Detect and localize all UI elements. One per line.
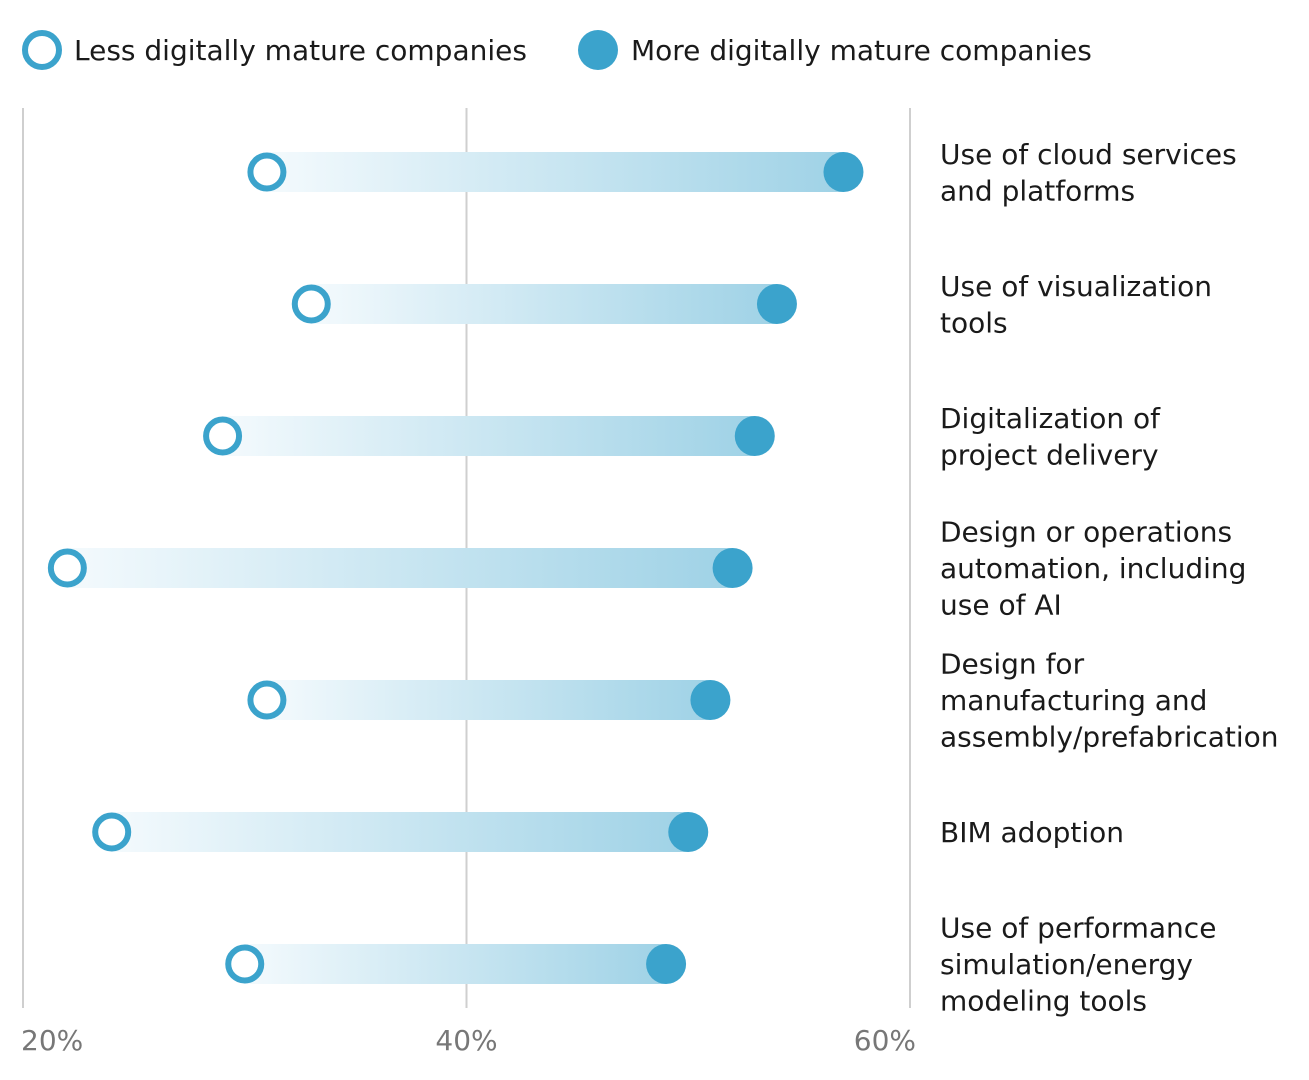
legend: Less digitally mature companies More dig… (22, 30, 1092, 70)
category-label-2: Digitalization of project delivery (940, 402, 1161, 472)
dumbbell-row-2 (203, 416, 775, 456)
range-bar (266, 680, 711, 720)
dumbbell-row-3 (47, 548, 753, 588)
category-label-4: Design for manufacturing and assembly/pref… (940, 648, 1279, 754)
range-bar (266, 152, 844, 192)
less-mature-point (247, 152, 287, 192)
range-bar (67, 548, 733, 588)
less-mature-point (92, 812, 132, 852)
legend-item-less-mature: Less digitally mature companies (22, 30, 527, 70)
less-mature-point (47, 548, 87, 588)
less-mature-point (225, 944, 265, 984)
category-label-0: Use of cloud services and platforms (940, 138, 1237, 208)
category-labels: Use of cloud services and platforms Use of… (940, 138, 1279, 1018)
x-tick-label-2: 60% (854, 1024, 916, 1057)
range-bar (244, 944, 667, 984)
more-mature-point (823, 152, 864, 192)
less-mature-point (291, 284, 331, 324)
dumbbell-row-5 (92, 812, 709, 852)
range-bar (311, 284, 777, 324)
category-label-1: Use of visualization tools (940, 270, 1212, 340)
x-tick-label-0: 20% (21, 1024, 83, 1057)
more-mature-point (712, 548, 753, 588)
x-axis-tick-labels: 20% 40% 60% (21, 1024, 916, 1057)
legend-item-more-mature: More digitally mature companies (578, 30, 1092, 70)
dumbbell-row-1 (291, 284, 797, 324)
category-label-5: BIM adoption (940, 816, 1124, 849)
dumbbell-row-6 (225, 944, 687, 984)
more-mature-point (668, 812, 709, 852)
dumbbell-bars (47, 152, 864, 984)
range-bar (222, 416, 755, 456)
range-bar (111, 812, 689, 852)
dumbbell-row-4 (247, 680, 731, 720)
category-label-3: Design or operations automation, includin… (940, 516, 1246, 622)
legend-label-less-mature: Less digitally mature companies (74, 34, 527, 67)
legend-label-more-mature: More digitally mature companies (631, 34, 1092, 67)
category-label-6: Use of performance simulation/energy model… (940, 912, 1216, 1018)
more-mature-point (734, 416, 775, 456)
legend-hollow-circle-icon (22, 30, 62, 70)
less-mature-point (247, 680, 287, 720)
legend-filled-circle-icon (578, 30, 618, 70)
more-mature-point (756, 284, 797, 324)
less-mature-point (203, 416, 243, 456)
more-mature-point (646, 944, 687, 984)
dumbbell-row-0 (247, 152, 864, 192)
more-mature-point (690, 680, 731, 720)
x-tick-label-1: 40% (435, 1024, 497, 1057)
